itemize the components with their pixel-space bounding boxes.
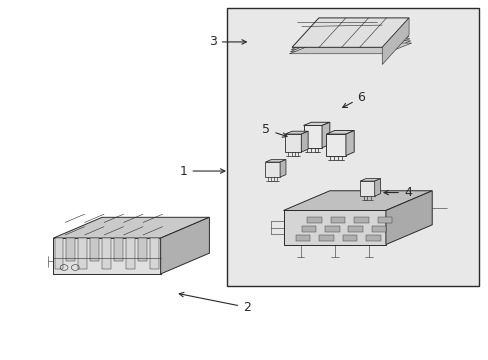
Text: 2: 2: [179, 292, 250, 314]
Polygon shape: [53, 238, 160, 274]
Polygon shape: [102, 238, 111, 269]
Polygon shape: [385, 191, 431, 244]
Polygon shape: [138, 238, 146, 261]
Polygon shape: [330, 217, 345, 223]
Polygon shape: [290, 39, 409, 49]
Polygon shape: [283, 211, 385, 244]
Polygon shape: [326, 131, 353, 134]
Polygon shape: [374, 179, 380, 196]
Polygon shape: [289, 43, 411, 54]
Polygon shape: [322, 122, 329, 148]
Text: 5: 5: [262, 123, 286, 137]
Polygon shape: [150, 238, 159, 269]
Polygon shape: [382, 18, 408, 64]
Text: 6: 6: [342, 91, 365, 108]
Polygon shape: [353, 217, 368, 223]
Polygon shape: [359, 179, 380, 181]
Text: 1: 1: [179, 165, 224, 177]
Text: 3: 3: [208, 35, 246, 49]
Polygon shape: [365, 235, 380, 241]
Polygon shape: [303, 122, 329, 126]
Polygon shape: [283, 191, 431, 211]
Polygon shape: [53, 217, 209, 238]
Polygon shape: [126, 238, 135, 269]
Polygon shape: [290, 41, 410, 51]
Polygon shape: [265, 159, 285, 162]
Polygon shape: [78, 238, 87, 269]
Polygon shape: [90, 238, 99, 261]
Polygon shape: [285, 131, 307, 134]
Polygon shape: [301, 131, 307, 152]
Polygon shape: [303, 126, 322, 148]
Polygon shape: [319, 235, 333, 241]
Polygon shape: [291, 18, 408, 47]
Polygon shape: [285, 134, 301, 152]
Polygon shape: [301, 226, 316, 232]
Polygon shape: [114, 238, 123, 261]
Bar: [227, 8, 478, 286]
Polygon shape: [307, 217, 322, 223]
Polygon shape: [347, 226, 362, 232]
Polygon shape: [55, 238, 63, 269]
Polygon shape: [326, 134, 345, 156]
Polygon shape: [295, 235, 310, 241]
Polygon shape: [345, 131, 353, 156]
Polygon shape: [371, 226, 386, 232]
Polygon shape: [66, 238, 75, 261]
Polygon shape: [359, 181, 374, 196]
Polygon shape: [325, 226, 339, 232]
Polygon shape: [291, 37, 408, 47]
Text: 4: 4: [383, 186, 411, 199]
Polygon shape: [377, 217, 391, 223]
Polygon shape: [265, 162, 280, 177]
Polygon shape: [160, 217, 209, 274]
Polygon shape: [342, 235, 356, 241]
Polygon shape: [280, 159, 285, 177]
